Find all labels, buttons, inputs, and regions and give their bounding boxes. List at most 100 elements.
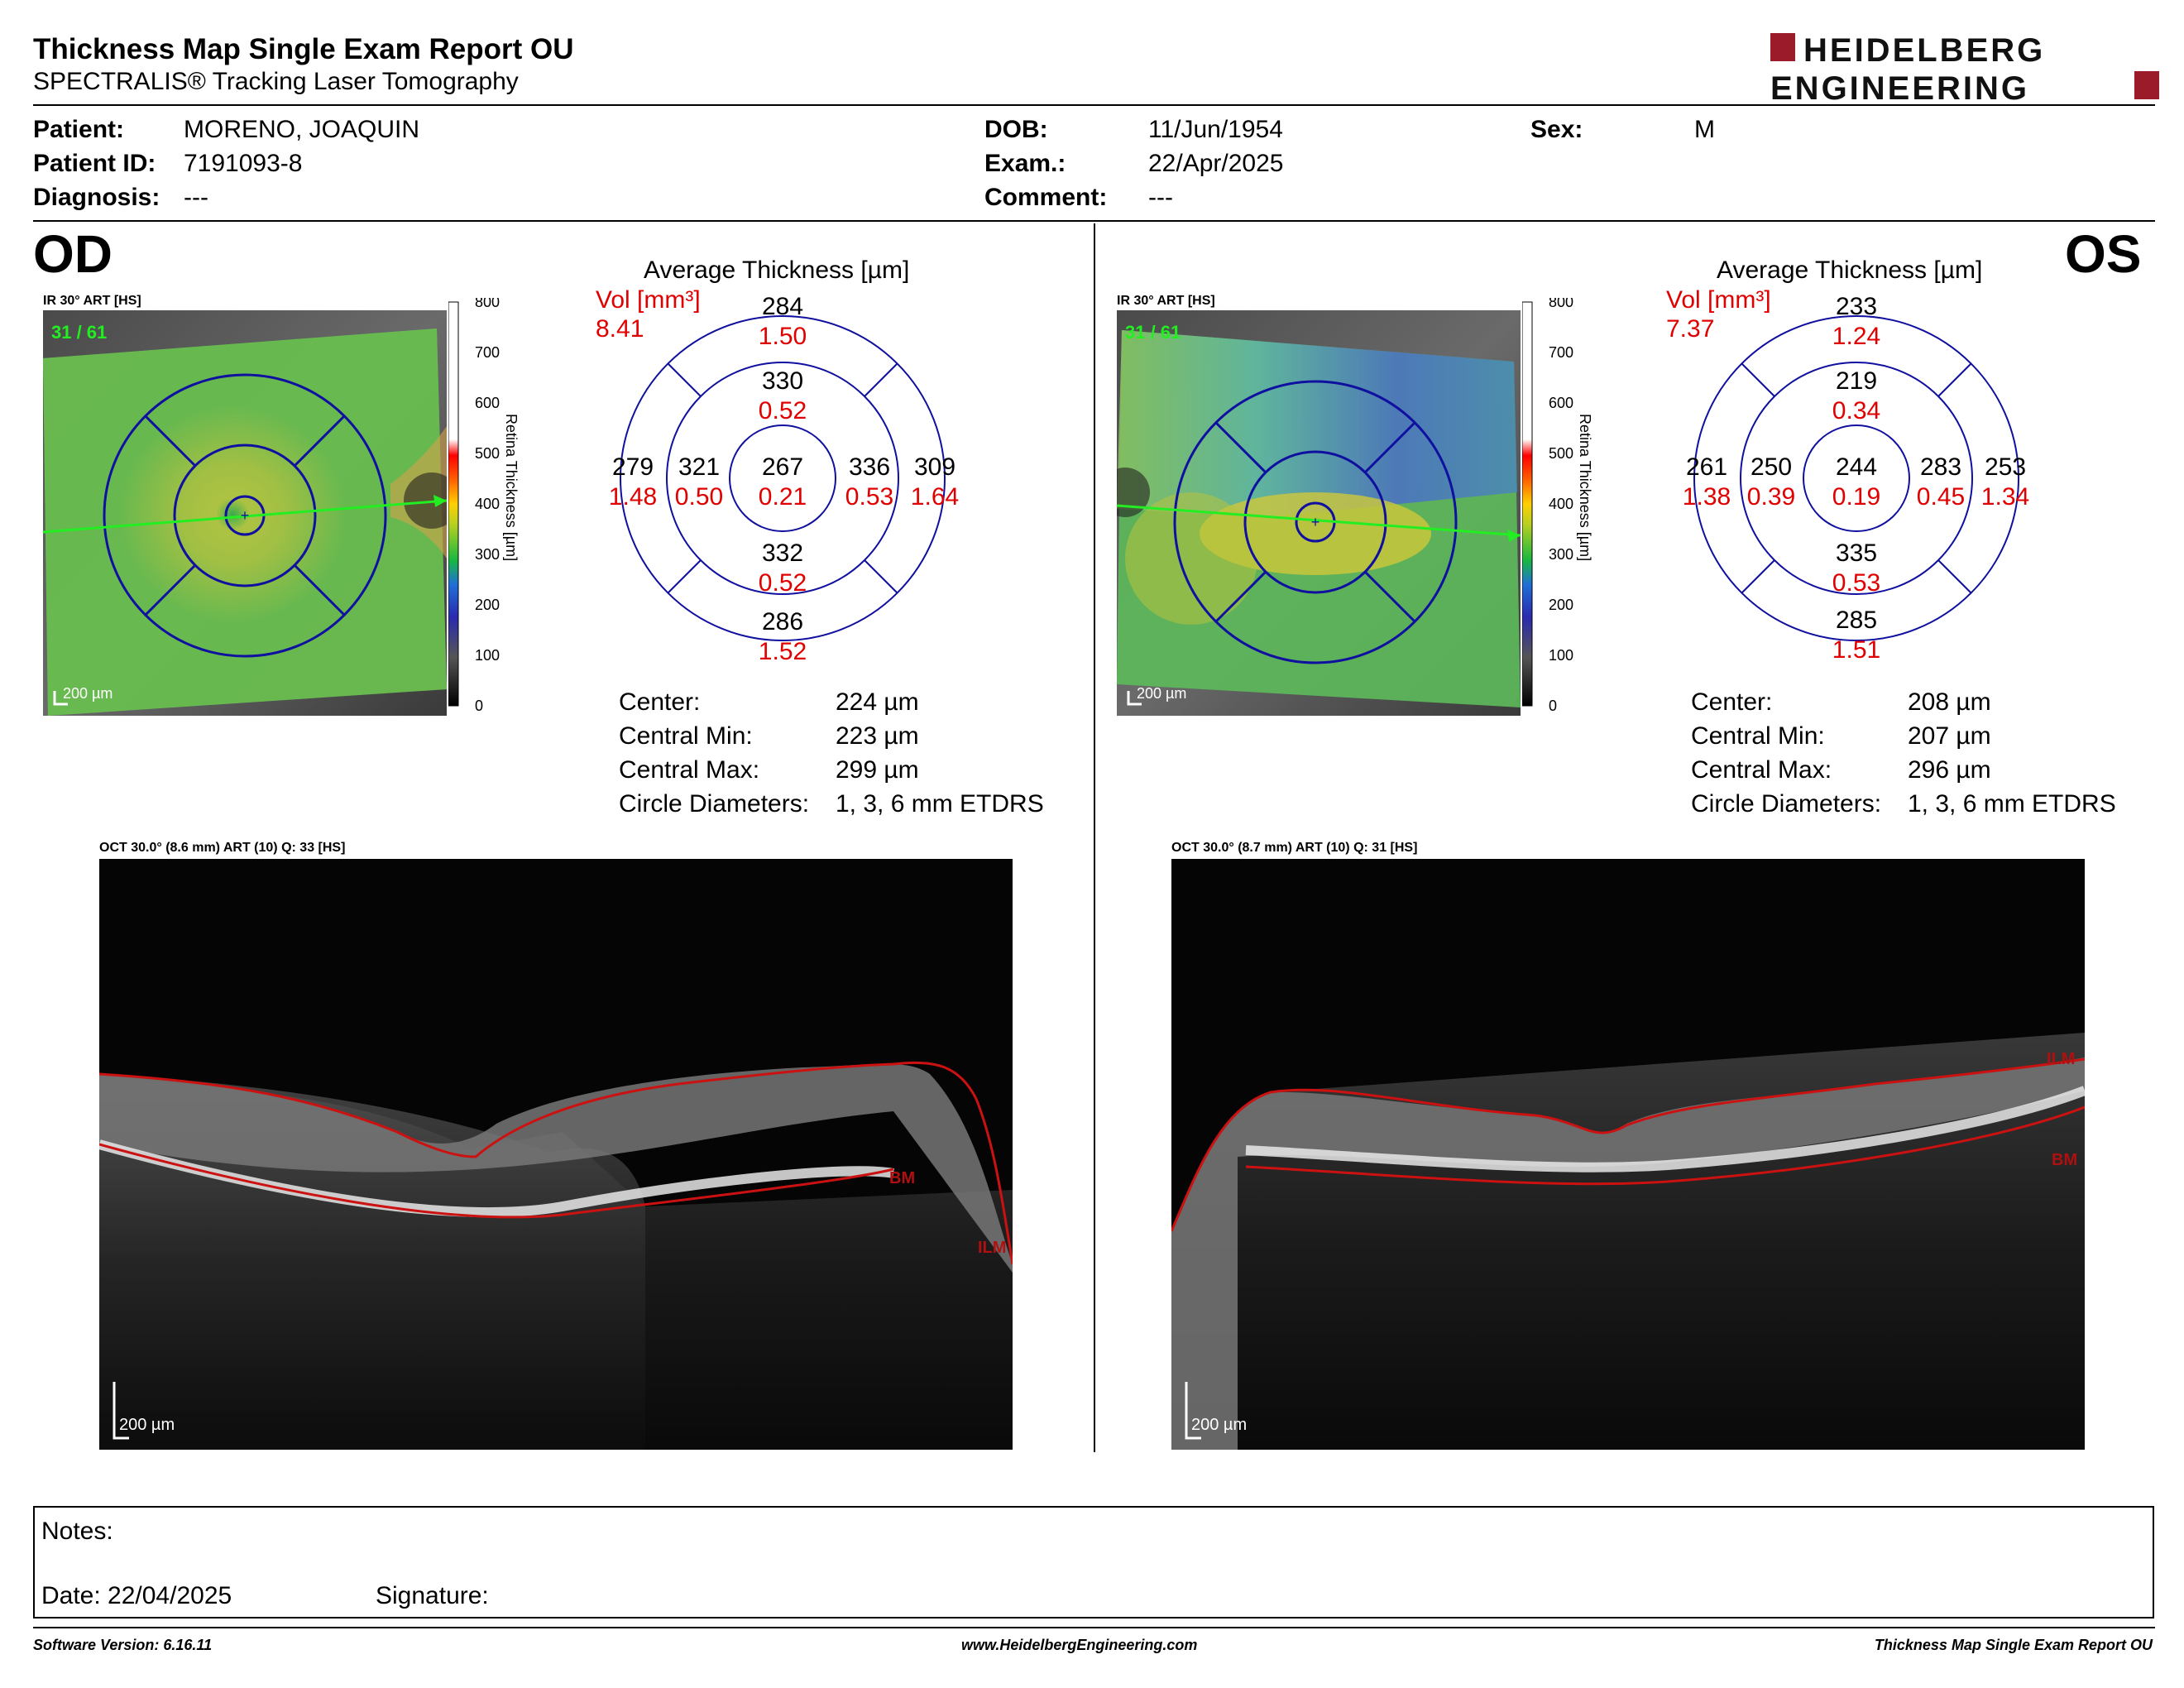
od-min-label: Central Min:: [619, 722, 753, 750]
svg-text:0.53: 0.53: [1832, 569, 1880, 597]
svg-text:1.52: 1.52: [759, 638, 807, 665]
svg-text:100: 100: [1549, 647, 1573, 664]
svg-text:0.39: 0.39: [1747, 483, 1795, 511]
svg-text:0.45: 0.45: [1917, 483, 1965, 511]
os-oct-bscan: ILM BM 200 µm: [1171, 859, 2085, 1450]
od-center-value: 224 µm: [836, 688, 919, 716]
od-oct-scale: 200 µm: [119, 1416, 175, 1434]
svg-text:700: 700: [475, 344, 500, 361]
od-bm-label: BM: [889, 1169, 915, 1187]
svg-text:233: 233: [1836, 293, 1877, 320]
svg-text:300: 300: [1549, 546, 1573, 563]
os-oct-scale: 200 µm: [1191, 1416, 1247, 1434]
exam-label: Exam.:: [984, 150, 1066, 177]
svg-text:400: 400: [475, 496, 500, 512]
svg-text:1.24: 1.24: [1832, 323, 1880, 350]
logo-red-block-top: [1770, 33, 1795, 61]
od-map-scale: 200 µm: [63, 685, 113, 702]
report-title: Thickness Map Single Exam Report OU: [33, 33, 574, 65]
od-ilm-label: ILM: [978, 1239, 1006, 1257]
svg-text:267: 267: [762, 453, 803, 481]
sex-value: M: [1694, 116, 1715, 143]
notes-label: Notes:: [41, 1518, 113, 1545]
comment-value: ---: [1148, 184, 1173, 211]
svg-text:1.48: 1.48: [609, 483, 657, 511]
os-colorbar-title: Retina Thickness [µm]: [1577, 414, 1593, 561]
footer-report-title: Thickness Map Single Exam Report OU: [1874, 1637, 2153, 1653]
svg-text:200: 200: [1549, 597, 1573, 613]
os-etdrs-grid: Vol [mm³] 7.37 233 1.24 219 0.34 261 1.3…: [1666, 288, 2029, 664]
od-vol-total: 8.41: [596, 315, 644, 343]
os-ilm-label: ILM: [2047, 1050, 2075, 1068]
svg-text:283: 283: [1920, 453, 1961, 481]
svg-text:253: 253: [1985, 453, 2026, 481]
dob-value: 11/Jun/1954: [1148, 116, 1283, 143]
svg-text:300: 300: [475, 546, 500, 563]
os-colorbar: 800 700 600 500 400 300 200 100 0 Retina…: [1522, 298, 1593, 714]
notes-box[interactable]: Notes: Date: 22/04/2025 Signature:: [33, 1506, 2154, 1618]
os-oct-label: OCT 30.0° (8.7 mm) ART (10) Q: 31 [HS]: [1171, 841, 1418, 855]
svg-text:286: 286: [762, 608, 803, 635]
heidelberg-logo: HEIDELBERG ENGINEERING: [1770, 32, 2159, 103]
os-thickness-map: + 31 / 61 200 µm: [1117, 310, 1521, 716]
patient-name: MORENO, JOAQUIN: [184, 116, 420, 143]
svg-text:800: 800: [1549, 298, 1573, 310]
svg-text:200: 200: [475, 597, 500, 613]
svg-text:1.50: 1.50: [759, 323, 807, 350]
od-map-outer-ring: [103, 373, 387, 658]
svg-text:336: 336: [849, 453, 890, 481]
od-avg-title: Average Thickness [µm]: [644, 257, 910, 284]
patient-label: Patient:: [33, 116, 125, 143]
svg-text:0.50: 0.50: [675, 483, 723, 511]
os-vol-total: 7.37: [1666, 315, 1714, 343]
svg-text:0: 0: [1549, 698, 1557, 714]
os-circle-value: 1, 3, 6 mm ETDRS: [1908, 790, 2116, 818]
svg-text:600: 600: [1549, 395, 1573, 411]
od-max-value: 299 µm: [836, 756, 919, 784]
od-colorbar-title: Retina Thickness [µm]: [503, 414, 520, 561]
os-vol-label: Vol [mm³]: [1666, 288, 1771, 314]
report-subtitle: SPECTRALIS® Tracking Laser Tomography: [33, 68, 519, 95]
svg-text:400: 400: [1549, 496, 1573, 512]
svg-text:244: 244: [1836, 453, 1877, 481]
svg-text:0.34: 0.34: [1832, 397, 1880, 424]
website-link[interactable]: www.HeidelbergEngineering.com: [961, 1637, 1198, 1653]
svg-text:600: 600: [475, 395, 500, 411]
svg-text:800: 800: [475, 298, 500, 310]
svg-text:321: 321: [678, 453, 720, 481]
logo-line-1: HEIDELBERG: [1803, 32, 2045, 69]
svg-text:284: 284: [762, 293, 803, 320]
svg-text:335: 335: [1836, 539, 1877, 567]
svg-text:700: 700: [1549, 344, 1573, 361]
os-eye-label: OS: [2065, 224, 2142, 284]
svg-text:261: 261: [1686, 453, 1727, 481]
od-circle-value: 1, 3, 6 mm ETDRS: [836, 790, 1044, 818]
footer-divider: [33, 1627, 2155, 1628]
os-max-value: 296 µm: [1908, 756, 1991, 784]
os-bm-line: [1245, 1105, 2085, 1186]
logo-line-2: ENGINEERING: [1770, 70, 2029, 103]
os-ir-label: IR 30° ART [HS]: [1117, 294, 1215, 308]
od-colorbar: 800 700 600 500 400 300 200 100 0 Retina…: [448, 298, 520, 714]
dob-label: DOB:: [984, 116, 1048, 143]
os-rpe-band: [1245, 1086, 2085, 1172]
os-bm-label: BM: [2052, 1151, 2077, 1169]
software-version: Software Version: 6.16.11: [33, 1637, 213, 1653]
patient-divider: [33, 220, 2155, 222]
od-scan-line: [43, 499, 447, 534]
od-optic-disc: [404, 472, 447, 529]
os-min-label: Central Min:: [1691, 722, 1825, 750]
svg-text:+: +: [241, 507, 250, 524]
od-retina-band: [99, 1063, 1013, 1450]
os-max-label: Central Max:: [1691, 756, 1832, 784]
svg-text:0.53: 0.53: [845, 483, 893, 511]
svg-text:500: 500: [1549, 445, 1573, 462]
diagnosis-label: Diagnosis:: [33, 184, 160, 211]
svg-text:1.34: 1.34: [1981, 483, 2029, 511]
svg-text:0.52: 0.52: [759, 569, 807, 597]
patient-id: 7191093-8: [184, 150, 303, 177]
os-ilm-line: [1171, 1057, 2085, 1232]
od-min-value: 223 µm: [836, 722, 919, 750]
od-thickness-map: + 31 / 61 200 µm: [43, 310, 447, 716]
patient-id-label: Patient ID:: [33, 150, 156, 177]
